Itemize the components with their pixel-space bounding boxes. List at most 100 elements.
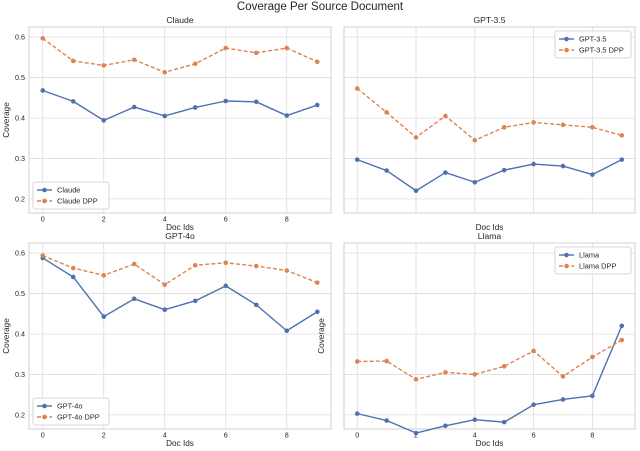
y-tick-label: 0.2 <box>15 410 25 419</box>
legend-entry: GPT-3.5 DPP <box>579 46 624 55</box>
data-point <box>560 374 566 379</box>
data-point <box>314 309 320 315</box>
data-point <box>619 323 625 329</box>
data-point <box>501 419 507 425</box>
plot-frame <box>28 242 332 430</box>
x-tick-label: 0 <box>41 431 45 440</box>
data-point <box>192 105 198 110</box>
x-tick-label: 6 <box>224 431 228 440</box>
series-line <box>356 87 622 141</box>
data-point <box>101 63 107 68</box>
subplot-title: Claude <box>166 15 193 25</box>
data-point <box>101 314 107 319</box>
data-point <box>101 118 107 123</box>
data-point <box>70 265 76 271</box>
data-point <box>354 359 360 364</box>
data-point <box>192 262 198 268</box>
data-point <box>354 157 360 162</box>
y-axis-label: Coverage <box>317 318 326 354</box>
legend-entry: Claude DPP <box>57 197 98 206</box>
data-point <box>501 167 507 173</box>
legend-swatch-marker <box>42 187 47 193</box>
y-tick-label: 0.6 <box>15 33 25 42</box>
x-tick-label: 2 <box>102 431 106 440</box>
x-axis-label: Doc Ids <box>166 439 194 448</box>
data-point <box>384 358 389 364</box>
plot-frame <box>28 26 332 214</box>
y-tick-label: 0.2 <box>15 194 25 203</box>
y-tick-label: 0.6 <box>15 249 25 258</box>
x-tick-label: 8 <box>285 431 289 440</box>
y-tick-label: 0.5 <box>15 73 25 82</box>
data-point <box>443 370 448 375</box>
data-point <box>253 263 259 269</box>
data-point <box>131 57 137 63</box>
y-tick-label: 0.3 <box>15 370 25 379</box>
data-point <box>192 61 198 67</box>
x-tick-label: 4 <box>163 431 167 440</box>
subplot-title: GPT-4o <box>165 231 195 241</box>
y-tick-label: 0.4 <box>15 329 25 338</box>
data-point <box>162 69 168 75</box>
series-line <box>42 37 318 73</box>
data-point <box>384 418 389 423</box>
figure-suptitle: Coverage Per Source Document <box>237 1 404 13</box>
series-line <box>357 339 623 380</box>
data-point <box>131 104 137 110</box>
legend-box <box>554 246 632 275</box>
legend-swatch-marker <box>42 198 47 204</box>
data-point <box>472 137 478 143</box>
x-tick-label: 6 <box>532 431 536 440</box>
data-point <box>384 168 389 173</box>
x-tick-label: 0 <box>41 215 45 224</box>
legend-swatch-marker <box>564 263 569 269</box>
x-tick-label: 8 <box>590 431 594 440</box>
y-axis-label: Coverage <box>2 318 11 354</box>
legend-entry: GPT-3.5 <box>579 35 607 44</box>
data-point <box>619 133 625 138</box>
data-point <box>531 161 536 167</box>
data-point <box>223 283 229 289</box>
legend-swatch-marker <box>42 403 47 409</box>
data-point <box>70 274 76 280</box>
legend-entry: Llama <box>579 251 600 260</box>
series-line <box>356 158 623 192</box>
panel-gpt-4o: 0 2 4 6 8 0.2 0.3 0.4 0.5 0.6 GPT-4o Doc Ids Coverag… <box>2 231 332 448</box>
series-line <box>42 257 318 332</box>
panel-claude: 0 2 4 6 8 0.2 0.3 0.4 0.5 0.6 Claude Doc Ids Coverag… <box>2 15 332 232</box>
data-point <box>619 337 625 343</box>
data-point <box>162 282 168 287</box>
legend-entry: GPT-4o DPP <box>57 413 100 422</box>
legend-box <box>554 30 632 59</box>
data-point <box>413 135 419 140</box>
data-point <box>223 45 229 51</box>
data-point <box>253 302 259 308</box>
legend-box <box>32 181 110 210</box>
data-point <box>223 260 229 266</box>
data-point <box>413 376 419 382</box>
x-axis-label: Doc Ids <box>476 439 504 448</box>
data-point <box>284 113 290 118</box>
data-point <box>162 307 168 313</box>
legend-entry: Claude <box>57 186 80 195</box>
data-point <box>472 417 478 423</box>
data-point <box>619 157 625 162</box>
data-point <box>443 170 448 175</box>
legend-box <box>32 397 110 426</box>
legend-swatch-marker <box>42 414 47 420</box>
data-point <box>472 372 478 377</box>
data-point <box>223 98 229 104</box>
legend: Llama Llama DPP <box>554 246 632 275</box>
legend-entry: Llama DPP <box>579 262 616 271</box>
data-point <box>284 328 290 334</box>
legend: Claude Claude DPP <box>32 181 110 210</box>
data-point <box>131 261 137 267</box>
data-point <box>354 411 360 416</box>
data-point <box>253 99 259 105</box>
legend-swatch-marker <box>564 47 569 53</box>
y-tick-label: 0.3 <box>15 154 25 163</box>
data-point <box>472 179 478 185</box>
plot-frame <box>343 242 636 430</box>
